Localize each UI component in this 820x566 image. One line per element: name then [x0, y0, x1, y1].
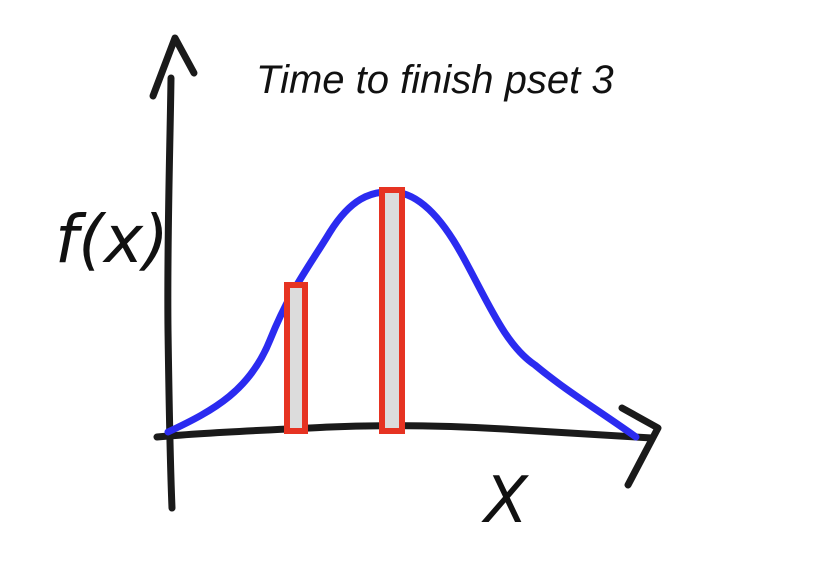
probability-bar-left — [287, 285, 305, 431]
y-axis-label: f(x) — [55, 201, 169, 278]
diagram-title: Time to finish pset 3 — [256, 58, 614, 102]
probability-bar-peak — [382, 190, 402, 431]
y-axis-line — [168, 78, 172, 508]
arrow-right-icon — [622, 408, 658, 485]
x-axis-label: X — [481, 464, 529, 538]
